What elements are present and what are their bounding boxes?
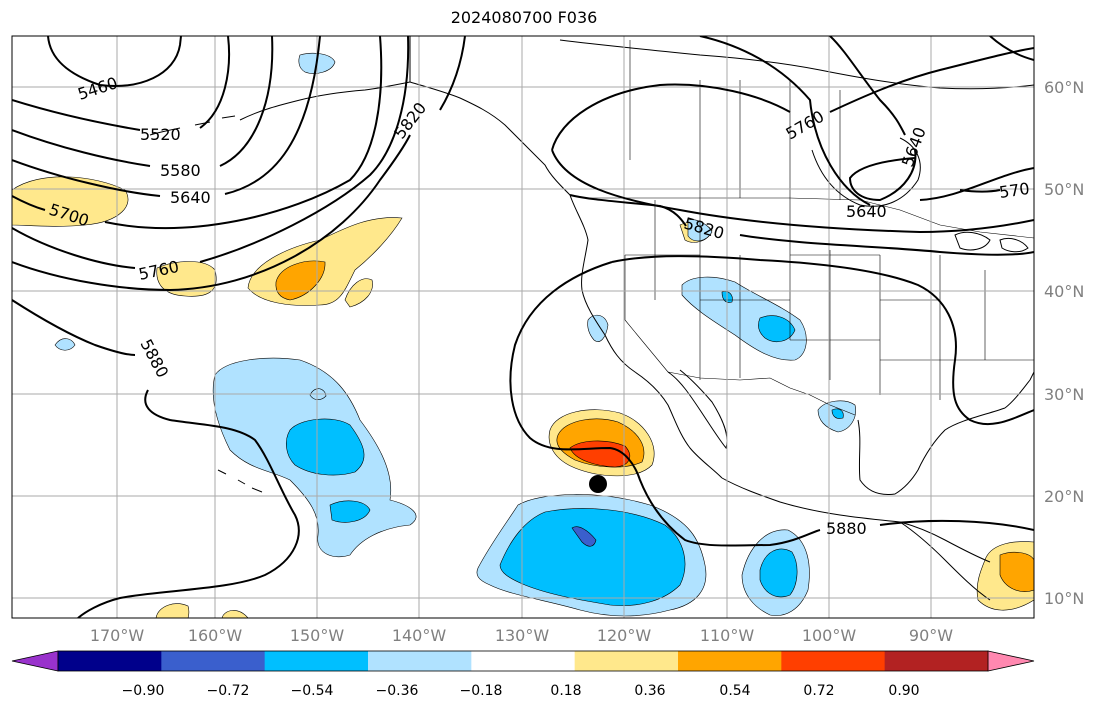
contour-label: 5640 [170, 188, 211, 207]
colorbar-tick-label: −0.54 [291, 683, 334, 699]
colorbar-segment [161, 651, 265, 671]
contour-label: 5580 [160, 161, 201, 180]
colorbar-tick-label: 0.18 [550, 683, 581, 699]
longitude-label: 90°W [909, 626, 953, 645]
colorbar-tick-label: 0.72 [803, 683, 834, 699]
colorbar-min-extension [12, 651, 58, 671]
contour-label: 5880 [826, 519, 867, 538]
colorbar-tick-label: −0.18 [460, 683, 503, 699]
longitude-label: 100°W [802, 626, 857, 645]
colorbar [12, 651, 1034, 671]
colorbar-segment [678, 651, 782, 671]
contour-label: 5640 [846, 202, 887, 221]
colorbar-segment [265, 651, 369, 671]
latitude-label: 30°N [1044, 385, 1084, 404]
colorbar-segment [885, 651, 989, 671]
colorbar-tick-label: 0.54 [719, 683, 750, 699]
longitude-label: 160°W [188, 626, 243, 645]
contour-label: 5520 [140, 125, 181, 144]
longitude-label: 150°W [290, 626, 345, 645]
latitude-label: 60°N [1044, 78, 1084, 97]
latitude-label: 50°N [1044, 180, 1084, 199]
colorbar-tick-label: −0.90 [122, 683, 165, 699]
colorbar-tick-label: −0.72 [207, 683, 250, 699]
colorbar-tick-label: −0.36 [376, 683, 419, 699]
longitude-label: 130°W [495, 626, 550, 645]
colorbar-segment [471, 651, 575, 671]
colorbar-segment [575, 651, 679, 671]
colorbar-tick-label: 0.36 [634, 683, 665, 699]
storm-center-marker [589, 475, 607, 493]
longitude-label: 120°W [597, 626, 652, 645]
latitude-label: 10°N [1044, 589, 1084, 608]
longitude-label: 140°W [392, 626, 447, 645]
colorbar-segment [781, 651, 885, 671]
longitude-label: 170°W [90, 626, 145, 645]
latitude-label: 40°N [1044, 282, 1084, 301]
colorbar-segment [58, 651, 162, 671]
colorbar-tick-label: 0.90 [888, 683, 919, 699]
longitude-label: 110°W [700, 626, 755, 645]
colorbar-segment [368, 651, 472, 671]
map-panel [12, 36, 1034, 618]
colorbar-max-extension [988, 651, 1034, 671]
latitude-label: 20°N [1044, 487, 1084, 506]
